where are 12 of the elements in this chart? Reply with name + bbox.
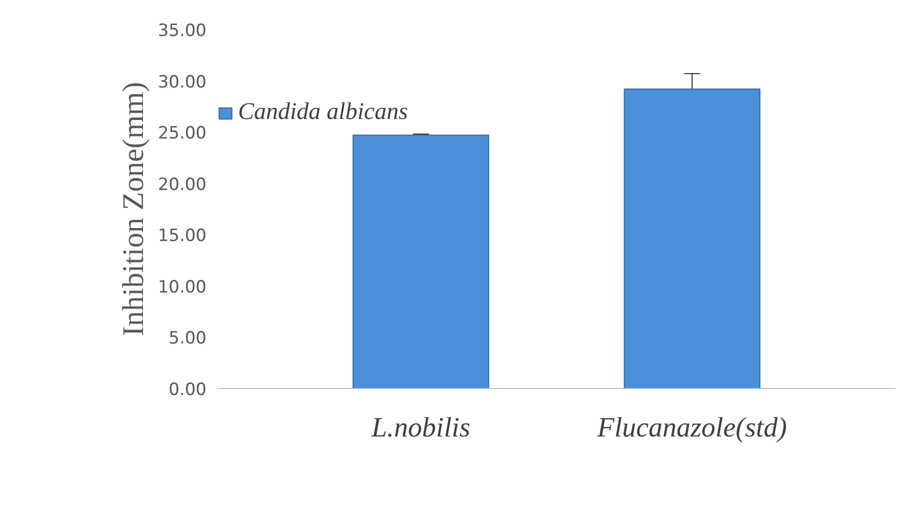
y-tick-label: 10.00 — [158, 277, 207, 298]
x-tick-label: L.nobilis — [370, 412, 470, 444]
y-tick-label: 35.00 — [158, 21, 207, 41]
legend-label: Candida albicans — [238, 99, 408, 126]
y-tick-label: 5.00 — [168, 328, 207, 349]
y-tick-label: 25.00 — [158, 124, 207, 144]
x-tick-label: Flucanazole(std) — [596, 412, 787, 444]
y-tick-label: 20.00 — [158, 174, 207, 195]
y-axis-title: Inhibition Zone(mm) — [116, 82, 150, 336]
y-tick-label: 30.00 — [158, 72, 207, 92]
y-tick-label: 0.00 — [168, 380, 207, 400]
y-tick-label: 15.00 — [158, 226, 207, 246]
